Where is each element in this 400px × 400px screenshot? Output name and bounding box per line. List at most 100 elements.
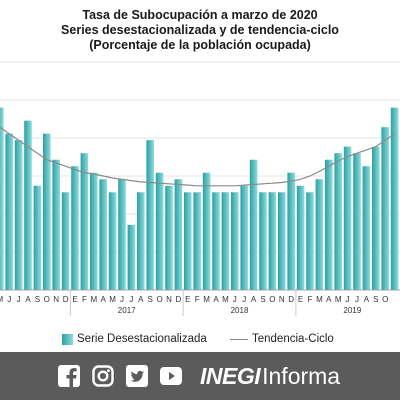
x-tick-label: M	[109, 295, 116, 304]
bar	[343, 146, 352, 290]
bar	[118, 179, 126, 290]
x-tick-label: M	[335, 295, 342, 304]
bar	[221, 192, 230, 290]
bar	[231, 192, 239, 290]
bar	[71, 166, 79, 290]
x-tick-label: O	[382, 295, 388, 304]
inegi-informa-logo[interactable]: INEGI Informa	[200, 363, 340, 389]
bar	[212, 192, 220, 290]
bar	[99, 179, 107, 290]
instagram-icon[interactable]	[92, 365, 114, 387]
bar	[268, 192, 277, 290]
bar	[108, 192, 117, 290]
legend-item-line: Tendencia-Ciclo	[230, 333, 334, 345]
title-line-3: (Porcentaje de la población ocupada)	[89, 38, 311, 52]
x-tick-label: J	[346, 295, 350, 304]
x-tick-label: A	[101, 295, 107, 304]
x-tick-label: D	[288, 295, 294, 304]
bar	[61, 192, 70, 290]
bar	[33, 185, 42, 290]
x-tick-label: F	[82, 295, 87, 304]
x-tick-label: O	[156, 295, 162, 304]
bar	[240, 185, 248, 290]
bar	[381, 127, 389, 291]
x-tick-label: A	[251, 295, 257, 304]
x-tick-label: A	[326, 295, 332, 304]
bar	[184, 192, 192, 290]
x-tick-label: D	[176, 295, 182, 304]
bar	[165, 185, 173, 290]
x-tick-label: M	[0, 295, 3, 304]
x-tick-label: M	[203, 295, 210, 304]
x-tick-label: S	[148, 295, 153, 304]
legend-line-swatch	[230, 338, 248, 340]
bar	[146, 140, 154, 290]
bar	[0, 107, 4, 290]
bar	[390, 107, 399, 290]
bar	[306, 192, 314, 290]
bar	[353, 153, 361, 290]
x-tick-label: A	[364, 295, 370, 304]
bar	[14, 140, 23, 290]
x-tick-label: E	[72, 295, 77, 304]
x-tick-label: J	[355, 295, 359, 304]
bar	[259, 192, 267, 290]
legend-item-bars: Serie Desestacionalizada	[62, 333, 207, 345]
brand-strong: INEGI	[200, 362, 261, 389]
x-tick-label: J	[242, 295, 246, 304]
bar	[287, 172, 295, 290]
bar	[5, 133, 13, 290]
x-tick-label: J	[7, 295, 11, 304]
bar	[90, 172, 98, 290]
bar	[202, 172, 211, 290]
twitter-icon[interactable]	[126, 365, 148, 387]
x-tick-label: N	[166, 295, 172, 304]
x-tick-label: E	[298, 295, 303, 304]
facebook-icon[interactable]	[58, 365, 80, 387]
bar	[174, 179, 183, 290]
chart-title: Tasa de Subocupación a marzo de 2020 Ser…	[0, 8, 400, 53]
x-tick-label: S	[373, 295, 378, 304]
x-tick-label: E	[185, 295, 190, 304]
bar	[24, 120, 32, 290]
bar	[249, 159, 258, 290]
x-tick-label: J	[120, 295, 124, 304]
trend-line	[0, 126, 395, 187]
bar	[127, 224, 136, 290]
bar	[155, 172, 164, 290]
bar	[362, 166, 371, 290]
year-label: 2018	[231, 306, 249, 315]
brand-light: Informa	[262, 362, 341, 389]
legend-line-label: Tendencia-Ciclo	[252, 333, 334, 345]
x-tick-label: A	[213, 295, 219, 304]
bar	[43, 133, 51, 290]
x-tick-label: M	[316, 295, 323, 304]
bar	[193, 192, 201, 290]
bar	[296, 185, 305, 290]
bar	[52, 159, 60, 290]
x-tick-label: D	[63, 295, 69, 304]
x-tick-label: S	[35, 295, 40, 304]
bar	[278, 192, 286, 290]
x-tick-label: J	[17, 295, 21, 304]
x-tick-label: M	[222, 295, 229, 304]
legend-bar-swatch	[62, 333, 73, 345]
x-tick-label: O	[269, 295, 275, 304]
title-line-2: Series desestacionalizada y de tendencia…	[61, 23, 339, 37]
x-tick-label: S	[260, 295, 265, 304]
year-label: 2017	[118, 306, 136, 315]
x-tick-label: A	[25, 295, 31, 304]
year-label: 2019	[343, 306, 361, 315]
footer-bar: INEGI Informa	[0, 352, 400, 400]
bar	[315, 179, 324, 290]
x-tick-label: N	[279, 295, 285, 304]
x-tick-label: F	[195, 295, 200, 304]
bar	[80, 153, 89, 290]
x-tick-label: F	[308, 295, 313, 304]
x-tick-label: A	[138, 295, 144, 304]
x-tick-label: N	[53, 295, 59, 304]
youtube-icon[interactable]	[160, 365, 182, 387]
legend-bar-label: Serie Desestacionalizada	[77, 333, 207, 345]
bar	[137, 192, 145, 290]
bar	[372, 146, 380, 290]
